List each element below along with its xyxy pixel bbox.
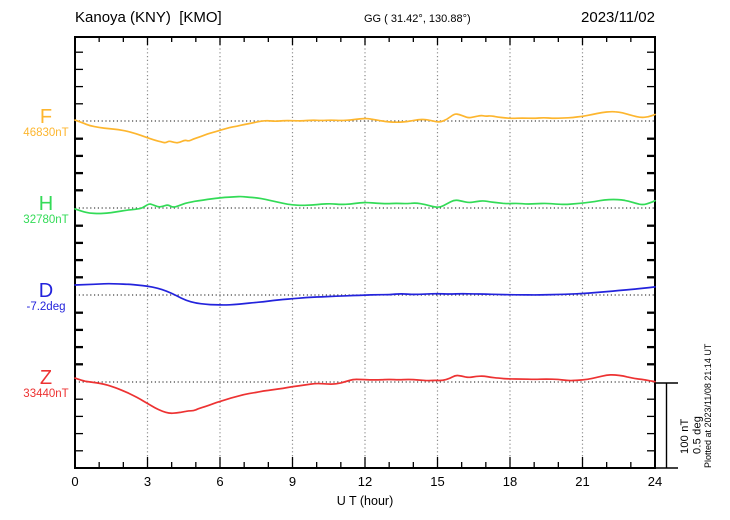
series-letter-D: D (38, 280, 54, 302)
trace-Z (74, 374, 656, 415)
scale-bar-deg-label: 0.5 deg (691, 415, 704, 454)
x-tick-label: 0 (71, 474, 79, 489)
series-baseline-value-Z: 33440nT (23, 388, 69, 400)
x-tick-label: 21 (575, 474, 590, 489)
x-tick-label: 18 (502, 474, 518, 489)
x-axis-title: U T (hour) (336, 494, 394, 508)
x-tick-label: 12 (357, 474, 373, 489)
series-letter-H: H (38, 193, 54, 215)
series-label-H: H 32780nT (8, 194, 84, 227)
x-tick-label: 3 (143, 474, 152, 489)
x-tick-label: 9 (288, 474, 297, 489)
series-label-F: F 46830nT (8, 107, 84, 140)
trace-H (74, 195, 656, 215)
x-tick-label: 15 (430, 474, 445, 489)
scale-bar-nt-label: 100 nT (679, 418, 691, 454)
series-baseline-value-D: -7.2deg (26, 301, 66, 313)
observation-date: 2023/11/02 (581, 9, 655, 26)
plotted-timestamp-note: Plotted at 2023/11/08 21:14 UT (703, 343, 713, 468)
station-title: Kanoya (KNY) [KMO] (75, 9, 222, 26)
series-baseline-value-F: 46830nT (23, 127, 69, 139)
x-tick-label: 24 (647, 474, 663, 489)
series-letter-F: F (39, 106, 53, 128)
trace-D (74, 282, 656, 306)
series-letter-Z: Z (39, 367, 53, 389)
x-tick-label: 6 (216, 474, 224, 489)
series-label-Z: Z 33440nT (8, 368, 84, 401)
geographic-coordinates: GG ( 31.42°, 130.88°) (364, 13, 471, 25)
scale-bar-labels: 100 nT 0.5 deg (679, 392, 704, 454)
series-baseline-value-H: 32780nT (23, 214, 69, 226)
series-label-D: D -7.2deg (8, 281, 84, 314)
plot-frame (74, 36, 656, 469)
trace-F (74, 110, 656, 144)
